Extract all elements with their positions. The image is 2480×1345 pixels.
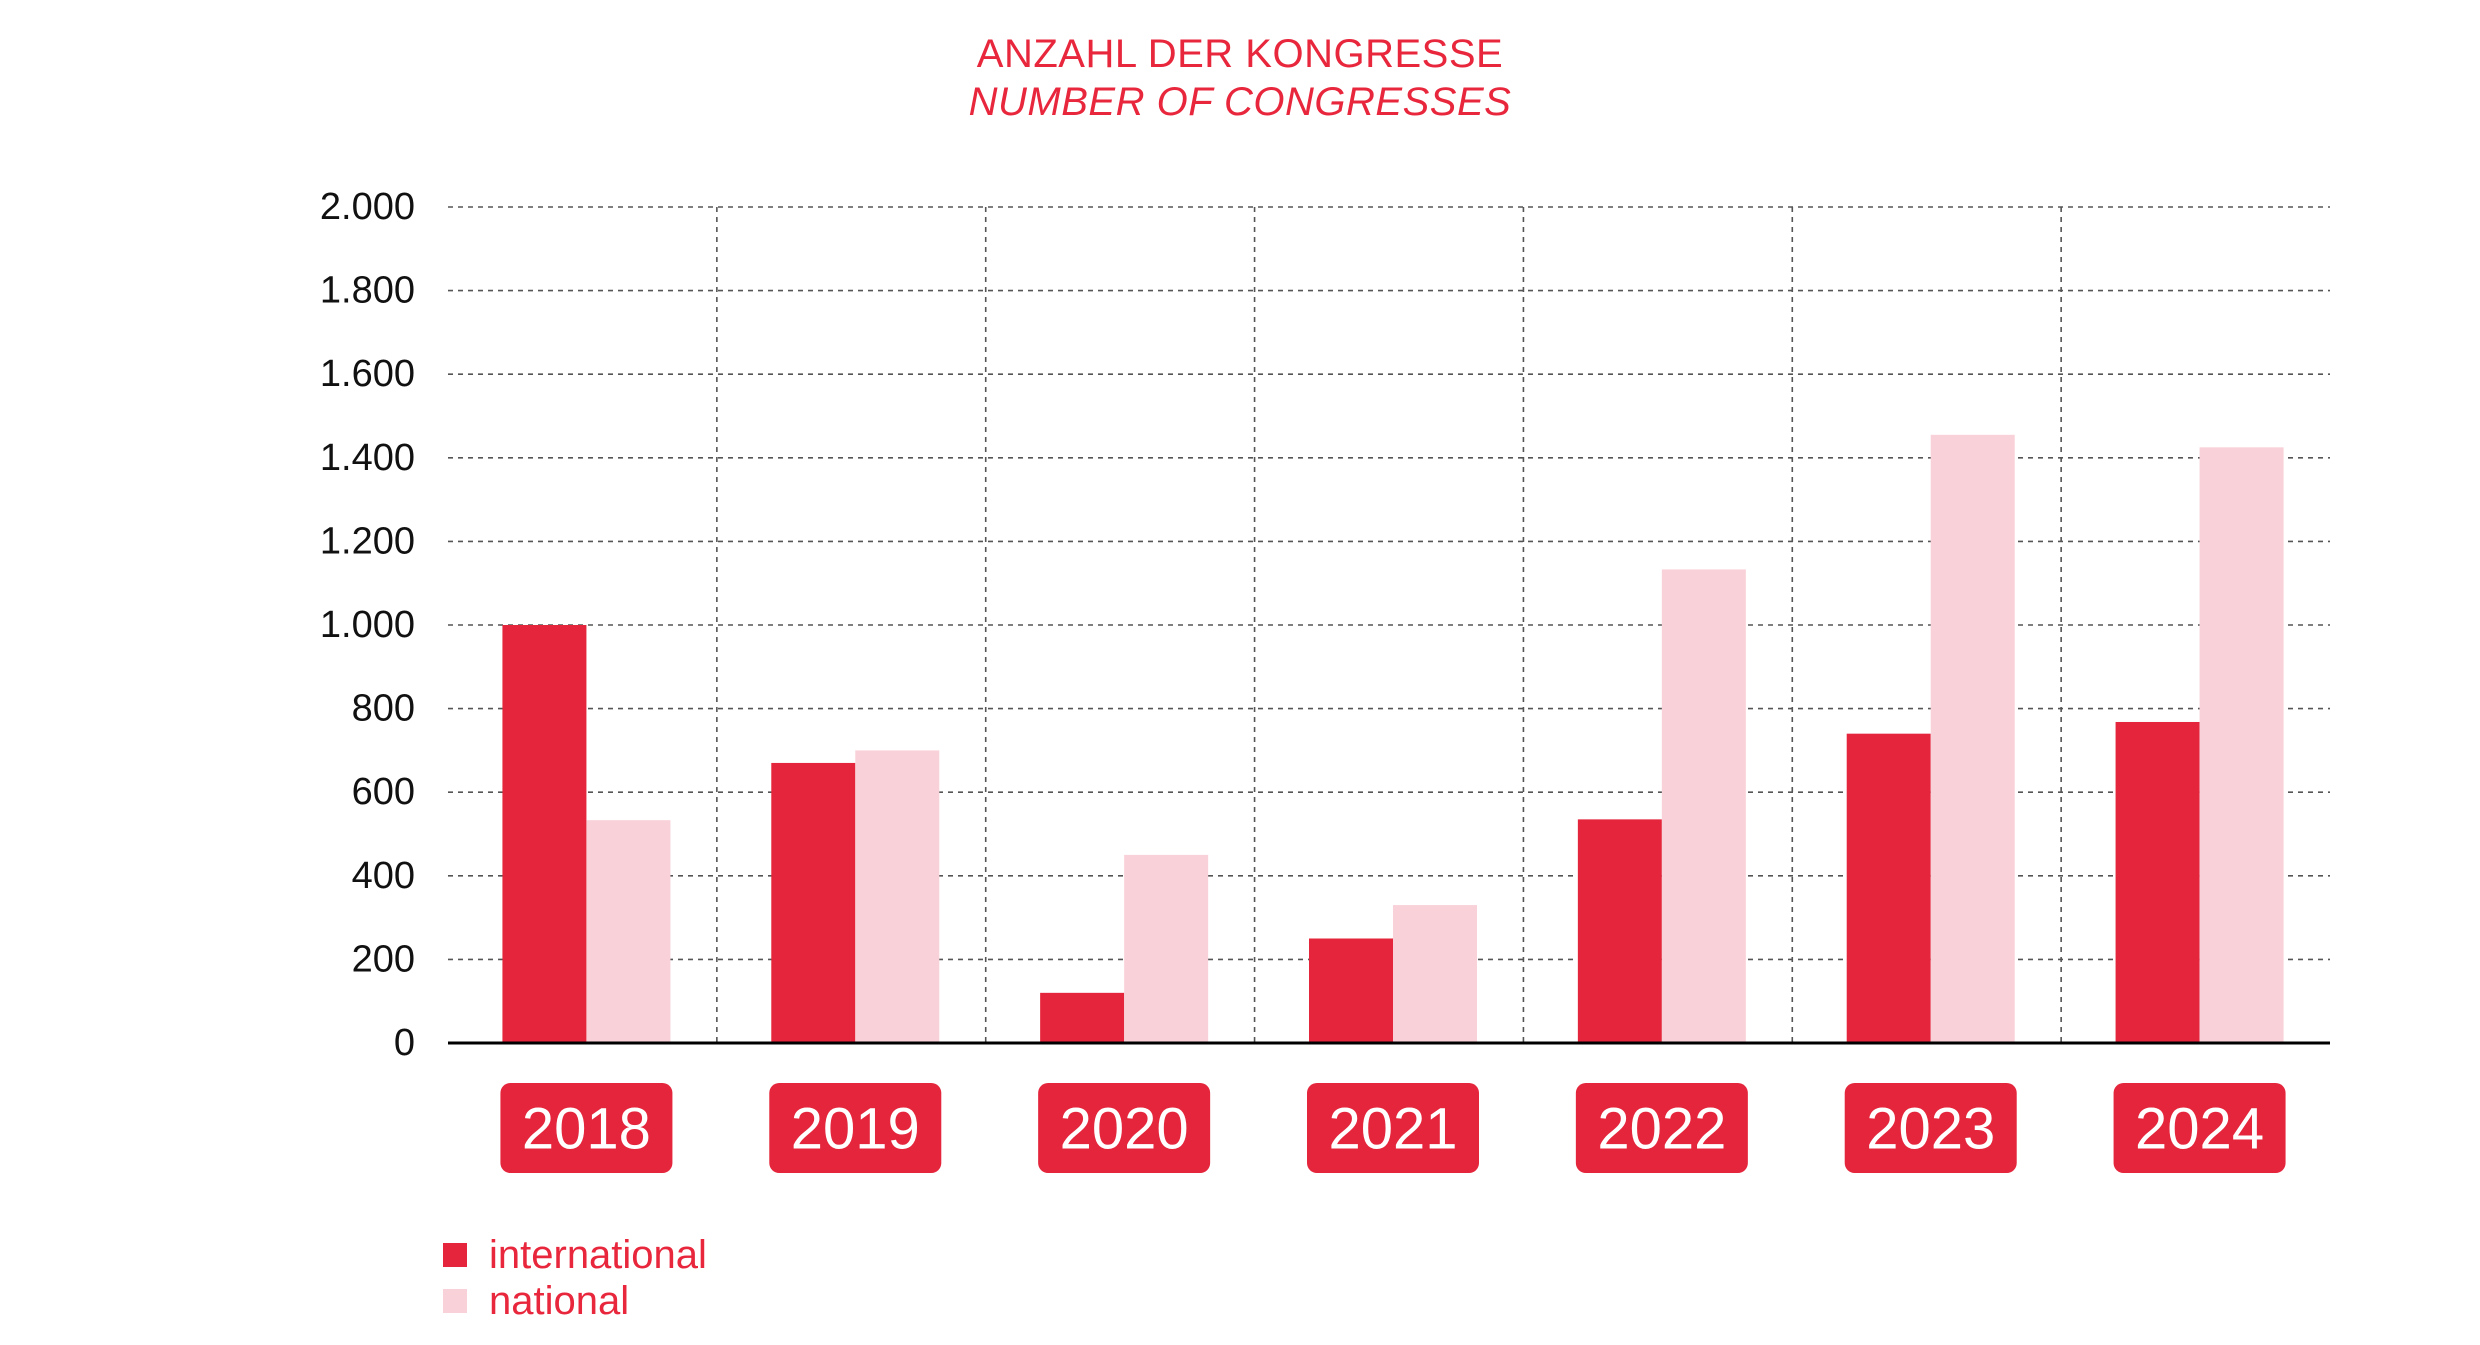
chart-title: ANZAHL DER KONGRESSE <box>976 32 1504 76</box>
x-tick-label: 2023 <box>1866 1097 1995 1162</box>
legend: international national <box>443 1232 707 1324</box>
year-badge-background <box>1575 1083 1748 1173</box>
year-badge: 2022 <box>1575 1083 1748 1173</box>
y-tick-label: 1.800 <box>320 270 415 312</box>
y-tick-label: 1.200 <box>320 520 415 562</box>
chart-title-block: ANZAHL DER KONGRESSE NUMBER OF CONGRESSE… <box>0 30 2480 126</box>
legend-item-international: international <box>443 1232 707 1278</box>
bar-international-2024 <box>2115 721 2200 1043</box>
y-tick-label: 200 <box>352 938 415 980</box>
x-tick-label: 2021 <box>1328 1097 1457 1162</box>
year-badge: 2021 <box>1307 1083 1479 1173</box>
bar-national-2022 <box>1661 569 1746 1043</box>
y-tick-label: 600 <box>352 771 415 813</box>
year-badge: 2018 <box>500 1083 673 1173</box>
bar-international-2021 <box>1309 938 1393 1043</box>
year-badge: 2024 <box>2113 1083 2286 1173</box>
y-tick-label: 2.000 <box>320 186 415 228</box>
chart-subtitle: NUMBER OF CONGRESSES <box>968 80 1512 124</box>
year-badge: 2019 <box>769 1083 942 1173</box>
y-tick-label: 0 <box>394 1022 415 1064</box>
legend-label-national: national <box>489 1278 630 1323</box>
y-tick-label: 1.600 <box>320 353 415 395</box>
legend-label-international: international <box>489 1232 707 1277</box>
year-badge-background <box>1307 1083 1479 1173</box>
x-tick-labels: 2018 2019 2020 2021 2022 2023 2024 <box>500 1083 2286 1173</box>
year-badge-background <box>1038 1083 1211 1173</box>
bar-international-2022 <box>1577 819 1662 1043</box>
bar-international-2018 <box>502 625 587 1043</box>
bar-national-2024 <box>2199 447 2284 1044</box>
y-tick-label: 800 <box>352 688 415 730</box>
bar-international-2023 <box>1846 733 1931 1043</box>
x-tick-label: 2020 <box>1060 1097 1189 1162</box>
y-tick-label: 1.400 <box>320 437 415 479</box>
grid-lines <box>448 206 2330 1043</box>
bars <box>502 434 2284 1044</box>
year-badge: 2020 <box>1038 1083 1211 1173</box>
y-tick-label: 1.000 <box>320 604 415 646</box>
y-tick-labels: 0 200 400 600 800 1.000 1.200 1.400 1.600 1.800 2.… <box>320 186 415 1064</box>
bar-international-2019 <box>771 762 856 1043</box>
x-tick-label: 2018 <box>522 1097 651 1162</box>
x-tick-label: 2024 <box>2135 1097 2264 1162</box>
y-tick-label: 400 <box>352 855 415 897</box>
year-badge-background <box>769 1083 942 1173</box>
legend-swatch-national <box>443 1289 467 1313</box>
bar-national-2020 <box>1124 854 1209 1043</box>
year-badge: 2023 <box>1844 1083 2017 1173</box>
year-badge-background <box>500 1083 673 1173</box>
bar-national-2018 <box>586 820 671 1043</box>
bar-national-2023 <box>1930 434 2015 1043</box>
year-badge-background <box>1844 1083 2017 1173</box>
x-tick-label: 2019 <box>791 1097 920 1162</box>
x-tick-label: 2022 <box>1597 1097 1726 1162</box>
bar-international-2020 <box>1040 992 1125 1043</box>
bar-national-2021 <box>1393 905 1477 1043</box>
legend-item-national: national <box>443 1278 707 1324</box>
legend-swatch-international <box>443 1243 467 1267</box>
year-badge-background <box>2113 1083 2286 1173</box>
bar-national-2019 <box>855 750 940 1043</box>
